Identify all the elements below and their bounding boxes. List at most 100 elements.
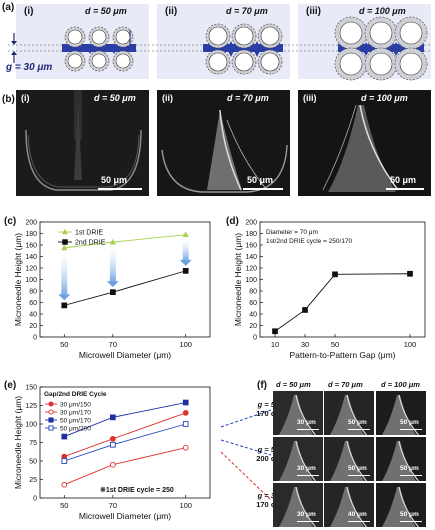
data-point bbox=[110, 461, 116, 468]
y-tick-label: 180 bbox=[25, 231, 37, 238]
microwell-array-100 bbox=[334, 16, 428, 81]
sem-b-i-scalebar bbox=[98, 188, 142, 190]
panel-a-gap-label: g = 30 μm bbox=[6, 62, 53, 73]
legend-marker bbox=[48, 425, 54, 431]
sem-b-iii-scalebar bbox=[386, 188, 424, 190]
sem-texture bbox=[273, 391, 323, 435]
panel-a-iii-d-label: d = 100 μm bbox=[359, 6, 406, 16]
f-scalebar bbox=[297, 521, 319, 522]
y-tick-label: 125 bbox=[25, 403, 37, 410]
decrease-arrow bbox=[182, 238, 189, 260]
legend-marker bbox=[62, 228, 68, 235]
sem-b-iii-label: (iii) bbox=[303, 93, 317, 103]
y-tick-label: 120 bbox=[25, 266, 37, 273]
y-tick-label: 140 bbox=[25, 254, 37, 261]
decrease-arrow-head bbox=[58, 294, 71, 301]
decrease-arrow bbox=[61, 251, 68, 295]
legend-label: 2nd DRIE bbox=[75, 240, 106, 247]
chart-c: 0 20 40 60 80 100 120 140 160 180 200 50 70 100 Microw… bbox=[13, 220, 211, 360]
f-scale-text: 40 μm bbox=[348, 511, 367, 518]
annotation-first-cycle: ※1st DRIE cycle = 250 bbox=[100, 486, 174, 494]
annotation-diameter: Diameter = 70 μm bbox=[266, 229, 318, 236]
f-scale-text: 50 μm bbox=[400, 419, 419, 426]
y-tick-label: 180 bbox=[245, 231, 257, 238]
y-tick-label: 200 bbox=[245, 220, 257, 227]
f-scalebar bbox=[297, 429, 319, 430]
f-sem-image-r3-c1: 30 μm bbox=[273, 483, 323, 527]
f-sem-image-r3-c3: 50 μm bbox=[376, 483, 426, 527]
legend-label: 1st DRIE bbox=[75, 230, 103, 237]
panel-e-label: (e) bbox=[4, 380, 17, 391]
f-scalebar bbox=[400, 521, 422, 522]
y-tick-label: 40 bbox=[249, 312, 257, 319]
f-scale-text: 50 μm bbox=[400, 511, 419, 518]
data-point bbox=[110, 441, 116, 448]
panel-a-i-label: (i) bbox=[24, 6, 34, 17]
f-scalebar bbox=[348, 521, 370, 522]
sem-b-i-d-label: d = 50 μm bbox=[94, 93, 136, 103]
f-sem-image-r3-c2: 40 μm bbox=[324, 483, 374, 527]
y-tick-label: 200 bbox=[25, 220, 37, 227]
sem-b-ii-label: (ii) bbox=[162, 93, 173, 103]
panel-d-label: (d) bbox=[226, 216, 239, 227]
y-tick-label: 20 bbox=[29, 323, 37, 330]
f-scale-text: 50 μm bbox=[400, 465, 419, 472]
y-tick-label: 140 bbox=[245, 254, 257, 261]
microwell-array-50 bbox=[62, 26, 136, 72]
f-row-connector-lines bbox=[220, 409, 272, 501]
f-sem-image-r1-c1: 30 μm bbox=[273, 391, 323, 435]
decrease-arrow-head bbox=[179, 259, 192, 266]
decrease-arrow-head bbox=[106, 281, 119, 288]
y-tick-label: 100 bbox=[25, 277, 37, 284]
chart-d: 0 20 40 60 80 100 120 140 160 180 200 10 30 50 100 Patt… bbox=[233, 220, 426, 360]
legend-marker bbox=[48, 409, 54, 415]
x-axis-label: Pattern-to-Pattern Gap (μm) bbox=[290, 350, 396, 360]
y-axis-label: Microneedle Height (μm) bbox=[13, 396, 23, 489]
x-tick-label: 50 bbox=[60, 501, 68, 510]
y-tick-label: 160 bbox=[25, 243, 37, 250]
f-sem-image-r2-c1: 30 μm bbox=[273, 437, 323, 481]
sem-texture bbox=[324, 437, 374, 481]
x-axis-label: Microwell Diameter (μm) bbox=[79, 511, 171, 521]
data-point bbox=[182, 231, 189, 237]
x-axis-label: Microwell Diameter (μm) bbox=[79, 350, 171, 360]
f-scale-text: 30 μm bbox=[297, 511, 316, 518]
y-tick-label: 25 bbox=[29, 477, 37, 484]
sem-image-b-iii: (iii) d = 100 μm 50 μm bbox=[298, 90, 431, 196]
data-point bbox=[302, 307, 308, 313]
y-tick-label: 0 bbox=[33, 335, 37, 342]
sem-b-ii-scale-text: 50 μm bbox=[247, 175, 274, 185]
panel-f-label: (f) bbox=[257, 380, 267, 391]
y-tick-label: 120 bbox=[245, 266, 257, 273]
f-scalebar bbox=[348, 429, 370, 430]
data-point bbox=[272, 328, 278, 335]
series-line bbox=[64, 270, 186, 306]
legend-marker bbox=[62, 239, 68, 245]
y-tick-label: 75 bbox=[29, 440, 37, 447]
sem-texture bbox=[16, 90, 149, 196]
y-tick-label: 50 bbox=[29, 459, 37, 466]
decrease-arrow bbox=[109, 246, 116, 282]
panel-a-ii-label: (ii) bbox=[165, 6, 178, 17]
f-scalebar bbox=[400, 475, 422, 476]
sem-b-i-scale-text: 50 μm bbox=[101, 175, 128, 185]
panel-a-ii-d-label: d = 70 μm bbox=[226, 6, 268, 16]
x-tick-label: 10 bbox=[271, 340, 279, 349]
data-point bbox=[109, 238, 116, 245]
legend-marker bbox=[48, 401, 54, 407]
y-tick-label: 0 bbox=[253, 335, 257, 342]
sem-texture bbox=[376, 437, 426, 481]
sem-texture bbox=[376, 483, 426, 527]
data-point bbox=[61, 244, 68, 251]
f-scale-text: 50 μm bbox=[348, 419, 367, 426]
x-tick-label: 70 bbox=[109, 501, 117, 510]
sem-texture bbox=[273, 483, 323, 527]
data-point bbox=[61, 433, 68, 440]
series-line bbox=[274, 273, 411, 332]
f-sem-image-r2-c3: 50 μm bbox=[376, 437, 426, 481]
panel-a-label: (a) bbox=[2, 2, 15, 13]
sem-texture bbox=[324, 483, 374, 527]
x-tick-label: 30 bbox=[301, 340, 309, 349]
data-point bbox=[61, 458, 68, 464]
y-tick-label: 100 bbox=[245, 277, 257, 284]
